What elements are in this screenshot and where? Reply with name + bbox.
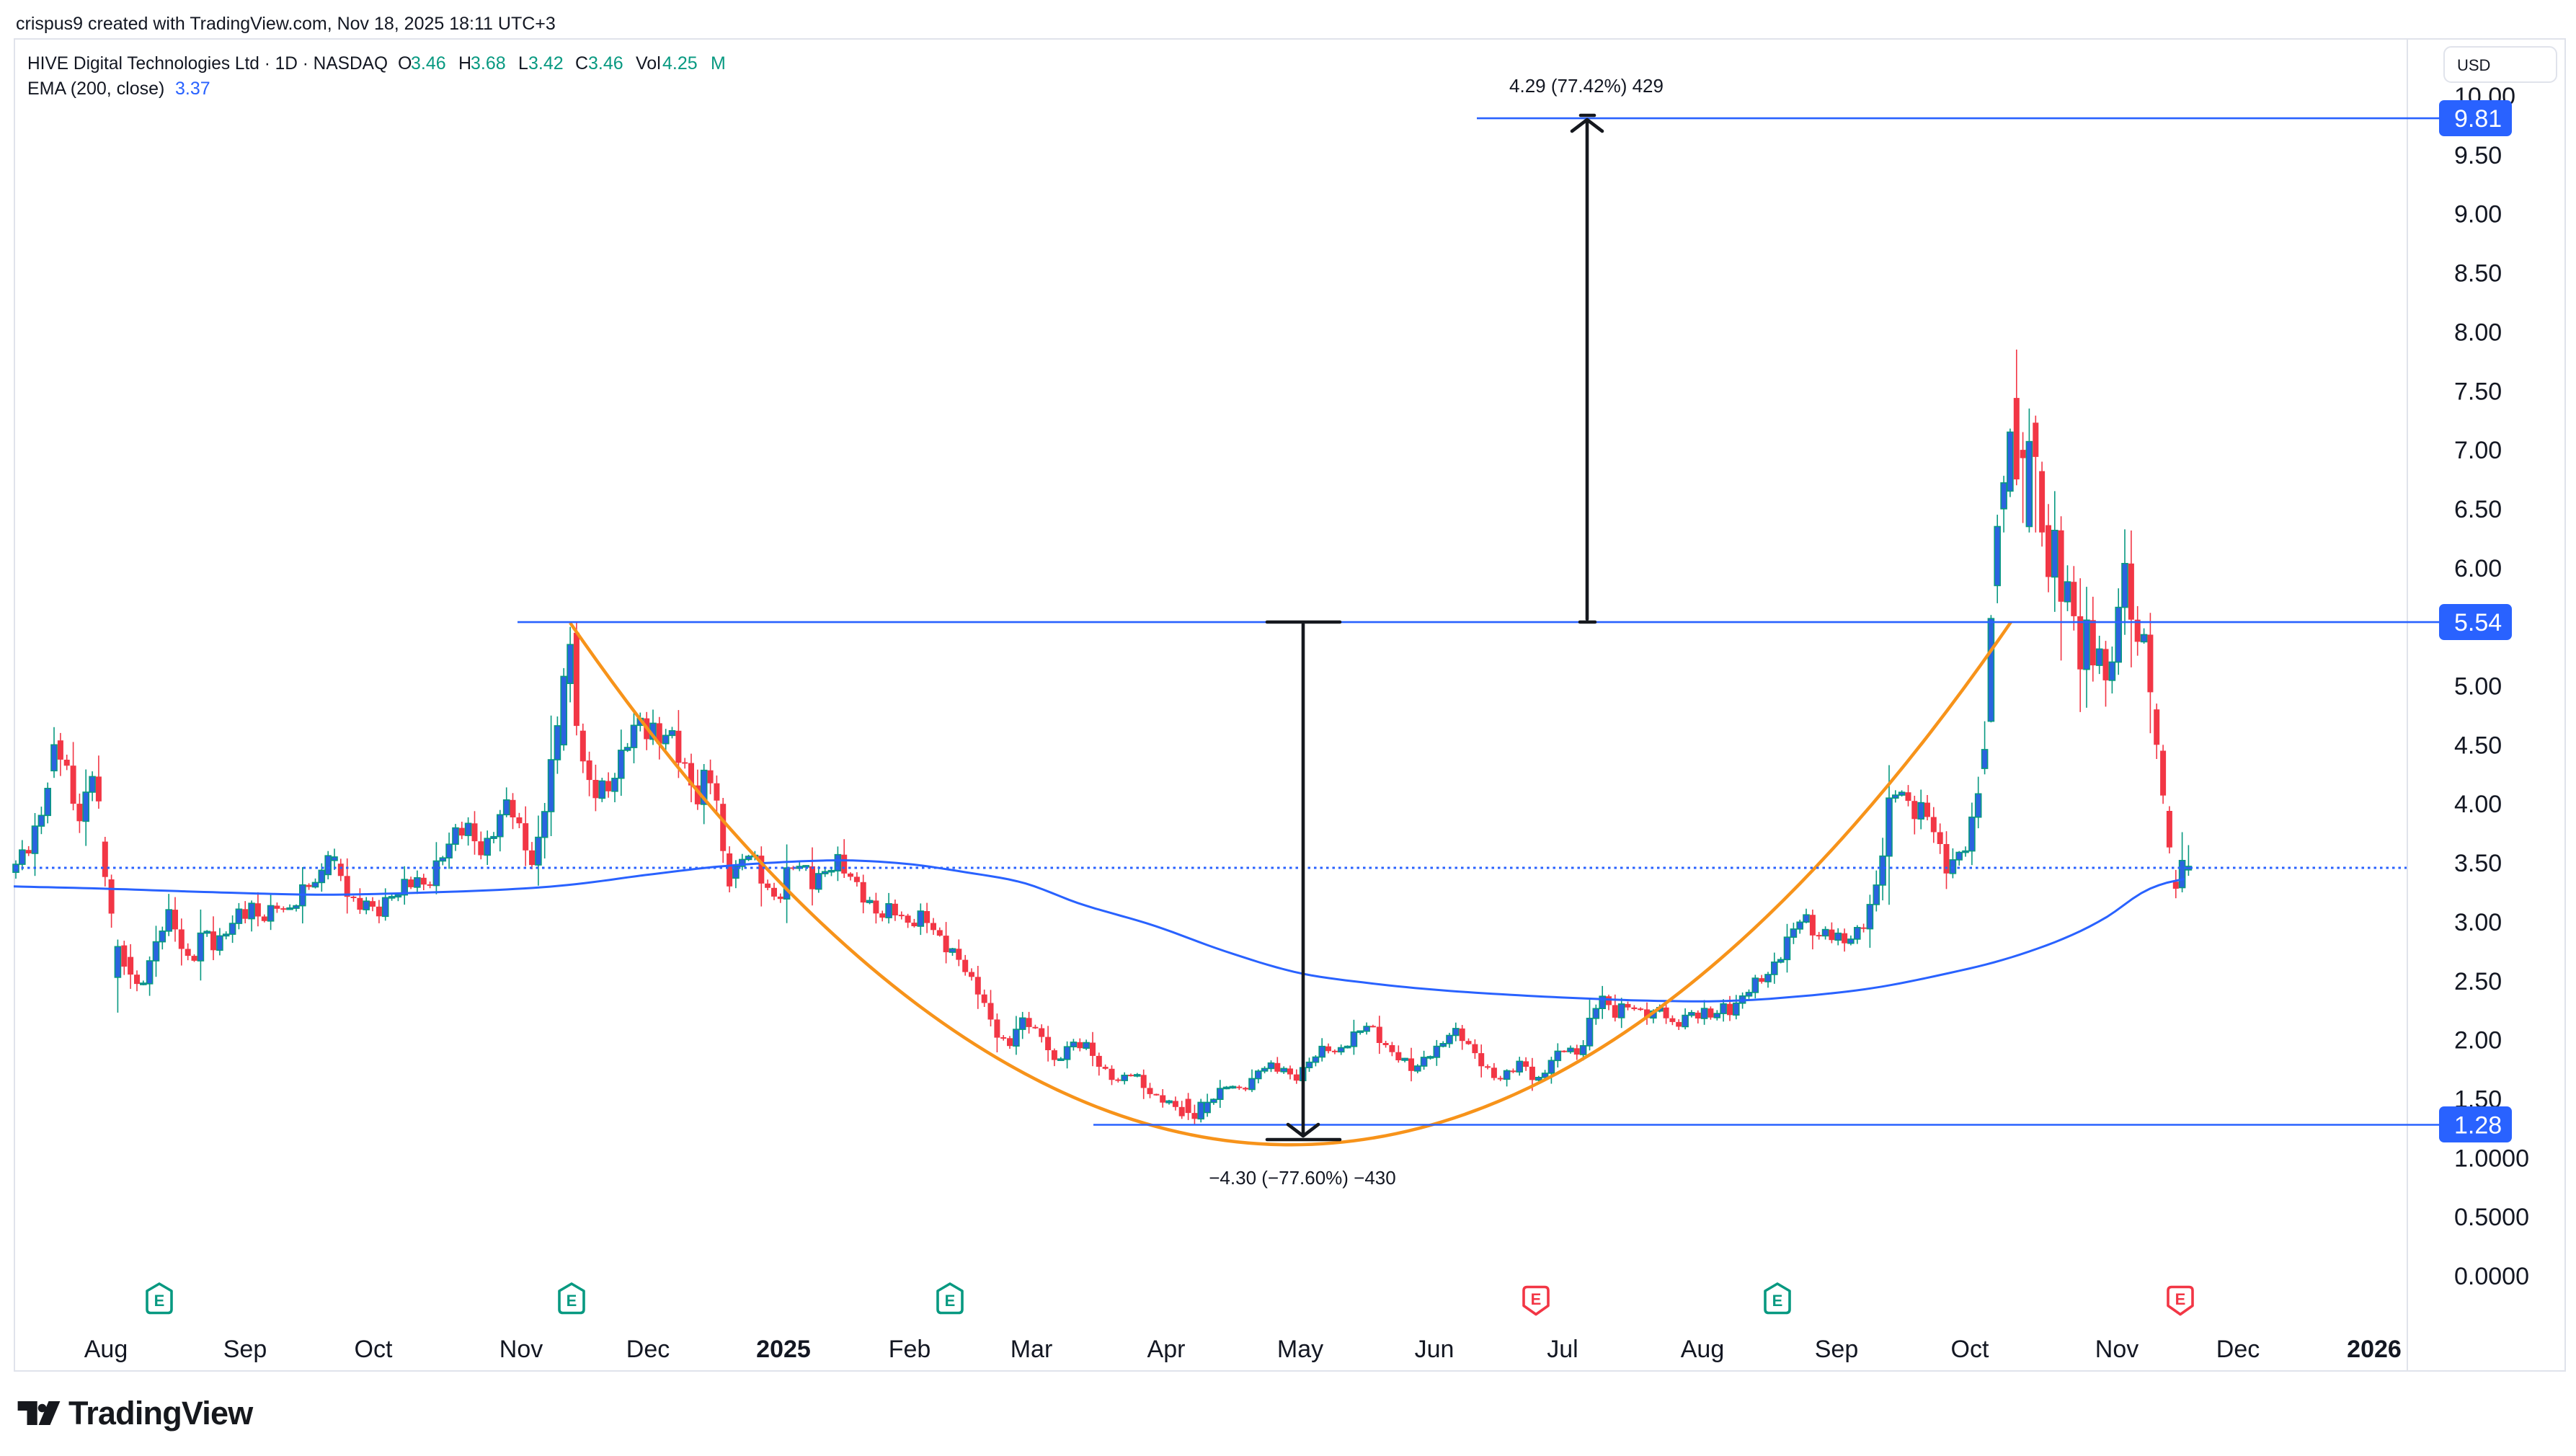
svg-text:Feb: Feb (889, 1336, 931, 1363)
svg-text:Dec: Dec (2216, 1336, 2260, 1363)
svg-text:May: May (1277, 1336, 1323, 1363)
svg-text:4.25: 4.25 (662, 53, 698, 74)
svg-text:H: H (458, 53, 471, 74)
svg-text:USD: USD (2457, 56, 2490, 74)
svg-text:Aug: Aug (1681, 1336, 1725, 1363)
svg-text:Aug: Aug (84, 1336, 128, 1363)
svg-text:3.46: 3.46 (411, 53, 446, 74)
svg-text:E: E (567, 1292, 577, 1310)
svg-text:Jul: Jul (1547, 1336, 1578, 1363)
svg-text:O: O (398, 53, 412, 74)
svg-text:L: L (518, 53, 528, 74)
svg-text:4.00: 4.00 (2454, 791, 2502, 818)
svg-text:0.5000: 0.5000 (2454, 1204, 2529, 1231)
svg-text:9.50: 9.50 (2454, 142, 2502, 169)
svg-text:Jun: Jun (1415, 1336, 1454, 1363)
svg-text:7.50: 7.50 (2454, 378, 2502, 405)
svg-text:Dec: Dec (626, 1336, 670, 1363)
svg-text:Nov: Nov (499, 1336, 543, 1363)
svg-text:3.68: 3.68 (471, 53, 506, 74)
svg-text:6.00: 6.00 (2454, 555, 2502, 582)
svg-text:HIVE Digital Technologies Ltd: HIVE Digital Technologies Ltd · 1D · NAS… (27, 53, 388, 74)
svg-text:3.46: 3.46 (588, 53, 623, 74)
svg-text:9.81: 9.81 (2454, 105, 2502, 133)
svg-text:E: E (1531, 1290, 1542, 1308)
svg-text:9.00: 9.00 (2454, 201, 2502, 228)
svg-text:3.37: 3.37 (175, 79, 210, 99)
svg-text:E: E (1772, 1292, 1783, 1310)
svg-text:C: C (575, 53, 588, 74)
svg-text:M: M (711, 53, 726, 74)
svg-text:2.50: 2.50 (2454, 968, 2502, 995)
svg-text:3.50: 3.50 (2454, 850, 2502, 877)
svg-text:−4.30 (−77.60%) −430: −4.30 (−77.60%) −430 (1209, 1167, 1395, 1189)
svg-text:Sep: Sep (1815, 1336, 1859, 1363)
svg-text:2026: 2026 (2347, 1336, 2402, 1363)
svg-text:8.50: 8.50 (2454, 260, 2502, 288)
svg-text:2025: 2025 (756, 1336, 811, 1363)
svg-text:Oct: Oct (1951, 1336, 1989, 1363)
svg-text:3.00: 3.00 (2454, 909, 2502, 936)
svg-text:4.50: 4.50 (2454, 732, 2502, 759)
svg-text:Nov: Nov (2095, 1336, 2138, 1363)
svg-text:EMA (200, close): EMA (200, close) (27, 79, 164, 99)
svg-text:Mar: Mar (1011, 1336, 1053, 1363)
svg-text:8.00: 8.00 (2454, 319, 2502, 346)
svg-text:TradingView: TradingView (68, 1395, 254, 1431)
svg-text:3.42: 3.42 (528, 53, 564, 74)
svg-text:Oct: Oct (355, 1336, 393, 1363)
svg-text:E: E (154, 1292, 165, 1310)
svg-text:Apr: Apr (1147, 1336, 1186, 1363)
svg-text:1.28: 1.28 (2454, 1111, 2502, 1139)
svg-text:Vol: Vol (636, 53, 661, 74)
svg-text:6.50: 6.50 (2454, 496, 2502, 523)
svg-text:1.0000: 1.0000 (2454, 1145, 2529, 1172)
svg-text:crispus9 created with TradingV: crispus9 created with TradingView.com, N… (16, 14, 556, 34)
svg-text:2.00: 2.00 (2454, 1027, 2502, 1055)
svg-text:5.00: 5.00 (2454, 673, 2502, 701)
svg-text:5.54: 5.54 (2454, 609, 2502, 636)
svg-text:E: E (945, 1292, 956, 1310)
svg-text:Sep: Sep (223, 1336, 267, 1363)
svg-text:4.29 (77.42%) 429: 4.29 (77.42%) 429 (1509, 75, 1664, 97)
svg-text:E: E (2175, 1290, 2186, 1308)
svg-text:7.00: 7.00 (2454, 437, 2502, 464)
svg-text:0.0000: 0.0000 (2454, 1263, 2529, 1290)
